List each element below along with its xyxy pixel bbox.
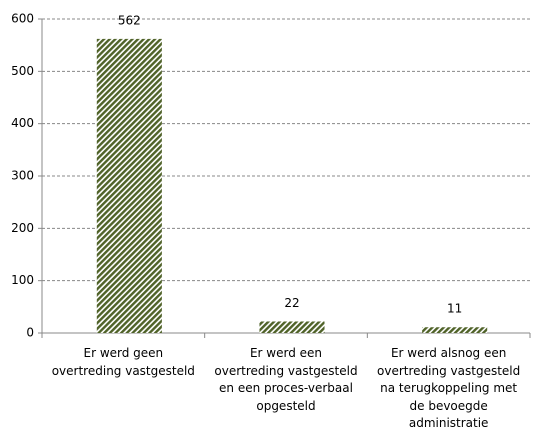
y-tick-label: 100 <box>11 273 34 287</box>
y-tick-label: 500 <box>11 64 34 78</box>
bar <box>259 321 325 333</box>
y-tick-label: 0 <box>26 326 34 340</box>
y-tick-label: 600 <box>11 12 34 26</box>
y-tick-label: 300 <box>11 169 34 183</box>
y-tick-label: 200 <box>11 221 34 235</box>
x-tick-label: Er werd een overtreding vastgesteld en e… <box>214 346 358 413</box>
x-tick-label: Er werd alsnog een overtreding vastgeste… <box>377 346 521 430</box>
bar <box>96 38 162 334</box>
data-label: 11 <box>447 302 462 316</box>
data-label: 562 <box>118 13 141 27</box>
y-tick-label: 400 <box>11 116 34 130</box>
x-tick-label: Er werd geen overtreding vastgesteld <box>51 346 195 378</box>
bar <box>422 327 488 333</box>
data-label: 22 <box>284 296 299 310</box>
